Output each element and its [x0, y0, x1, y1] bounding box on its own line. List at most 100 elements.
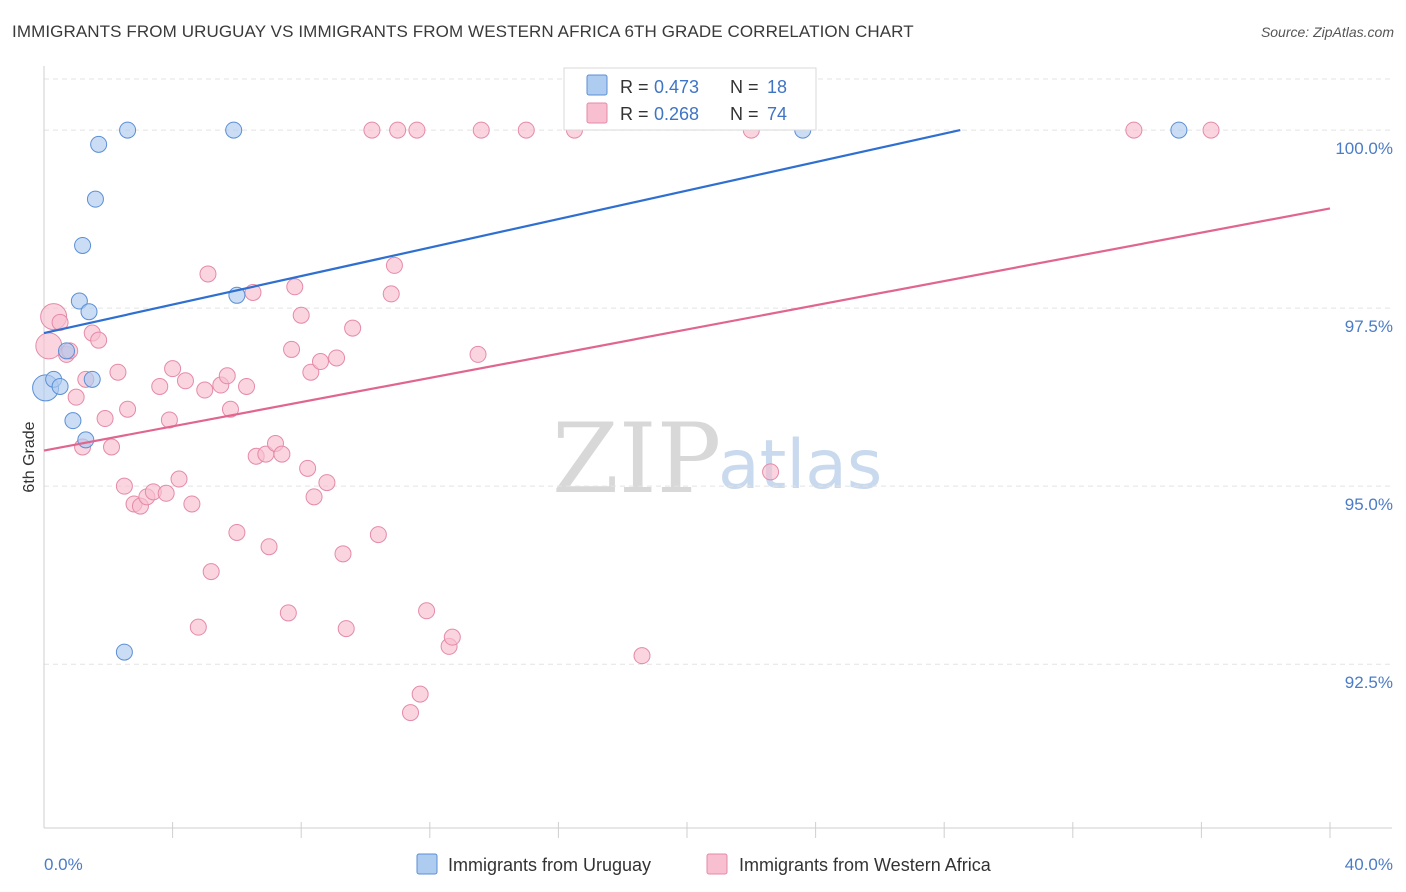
stats-legend: R = 0.473 N = 18 R = 0.268 N = 74 — [563, 67, 817, 131]
western-africa-point — [164, 360, 182, 378]
western-africa-point — [115, 477, 133, 495]
western-africa-point — [418, 602, 436, 620]
uruguay-point — [119, 121, 137, 139]
western-africa-point — [1202, 121, 1220, 139]
western-africa-point — [151, 377, 169, 395]
western-africa-point — [318, 474, 336, 492]
western-africa-point — [218, 367, 236, 385]
western-africa-point — [334, 545, 352, 563]
western-africa-point — [199, 265, 217, 283]
western-africa-point — [283, 340, 301, 358]
western-africa-point — [344, 319, 362, 337]
western-africa-point — [109, 363, 127, 381]
western-africa-point — [176, 372, 194, 390]
y-tick-label: 95.0% — [1345, 495, 1393, 514]
uruguay-point — [1170, 121, 1188, 139]
source-credit: Source: ZipAtlas.com — [1260, 24, 1394, 40]
uruguay-point — [83, 370, 101, 388]
legend-r-value-western-africa: 0.268 — [654, 104, 699, 124]
western-africa-point — [196, 381, 214, 399]
x-tick-label-min: 0.0% — [44, 855, 83, 874]
y-tick-label: 92.5% — [1345, 673, 1393, 692]
uruguay-point — [51, 377, 69, 395]
western-africa-point — [408, 121, 426, 139]
watermark-atlas: atlas — [718, 426, 882, 505]
uruguay-point — [86, 190, 104, 208]
legend-r-label-western-africa: R = — [620, 104, 649, 124]
uruguay-point — [58, 342, 76, 360]
western-africa-point — [157, 484, 175, 502]
western-africa-point — [389, 121, 407, 139]
gridlines — [44, 78, 1392, 665]
series-legend-swatch-western-africa — [706, 853, 728, 875]
uruguay-point — [115, 643, 133, 661]
uruguay-point — [64, 412, 82, 430]
western-africa-point — [228, 523, 246, 541]
legend-swatch-western-africa — [586, 102, 608, 124]
western-africa-point — [517, 121, 535, 139]
legend-n-label-western-africa: N = — [730, 104, 759, 124]
western-africa-point — [382, 285, 400, 303]
series-legend: Immigrants from Uruguay Immigrants from … — [416, 853, 992, 875]
western-africa-point — [292, 306, 310, 324]
legend-n-label-uruguay: N = — [730, 77, 759, 97]
western-africa-point — [302, 363, 320, 381]
uruguay-point — [90, 135, 108, 153]
uruguay-point — [225, 121, 243, 139]
watermark: ZIP atlas — [552, 403, 882, 515]
western-africa-point — [183, 495, 201, 513]
axes — [43, 66, 1392, 838]
western-africa-point — [363, 121, 381, 139]
western-africa-point — [469, 345, 487, 363]
x-tick-label-max: 40.0% — [1345, 855, 1393, 874]
legend-n-value-uruguay: 18 — [767, 77, 787, 97]
uruguay-point — [77, 431, 95, 449]
y-tick-label: 100.0% — [1335, 139, 1393, 158]
western-africa-point — [337, 620, 355, 638]
western-africa-point — [402, 704, 420, 722]
trendline-uruguay — [43, 129, 961, 335]
legend-swatch-uruguay — [586, 74, 608, 96]
western-africa-point — [273, 445, 291, 463]
western-africa-point — [286, 278, 304, 296]
western-africa-point — [328, 349, 346, 367]
western-africa-point — [369, 526, 387, 544]
series-legend-label-uruguay: Immigrants from Uruguay — [448, 855, 651, 875]
western-africa-point — [103, 438, 121, 456]
western-africa-point — [443, 628, 461, 646]
y-axis-label: 6th Grade — [21, 421, 38, 492]
series-legend-label-western-africa: Immigrants from Western Africa — [739, 855, 992, 875]
legend-n-value-western-africa: 74 — [767, 104, 787, 124]
western-africa-point — [385, 256, 403, 274]
western-africa-point — [67, 388, 85, 406]
western-africa-point — [1125, 121, 1143, 139]
western-africa-point — [96, 410, 114, 428]
western-africa-point — [472, 121, 490, 139]
uruguay-point — [80, 303, 98, 321]
western-africa-point — [221, 400, 239, 418]
western-africa-point — [633, 647, 651, 665]
western-africa-point — [189, 618, 207, 636]
western-africa-point — [299, 459, 317, 477]
western-africa-point — [119, 400, 137, 418]
western-africa-point — [260, 538, 278, 556]
uruguay-point — [70, 292, 88, 310]
legend-r-label-uruguay: R = — [620, 77, 649, 97]
trendline-western-africa — [43, 207, 1331, 452]
western-africa-point — [90, 331, 108, 349]
y-tick-label: 97.5% — [1345, 317, 1393, 336]
uruguay-point — [74, 236, 92, 254]
western-africa-point — [279, 604, 297, 622]
western-africa-point — [411, 685, 429, 703]
western-africa-point — [762, 463, 780, 481]
western-africa-point — [35, 332, 63, 360]
y-tick-labels: 92.5% 95.0% 97.5% 100.0% — [1335, 139, 1393, 692]
watermark-zip: ZIP — [552, 403, 721, 515]
trendlines — [43, 129, 1331, 452]
western-africa-point — [238, 377, 256, 395]
western-africa-point — [305, 488, 323, 506]
western-africa-point — [311, 353, 329, 371]
western-africa-point — [170, 470, 188, 488]
series-legend-swatch-uruguay — [416, 853, 438, 875]
